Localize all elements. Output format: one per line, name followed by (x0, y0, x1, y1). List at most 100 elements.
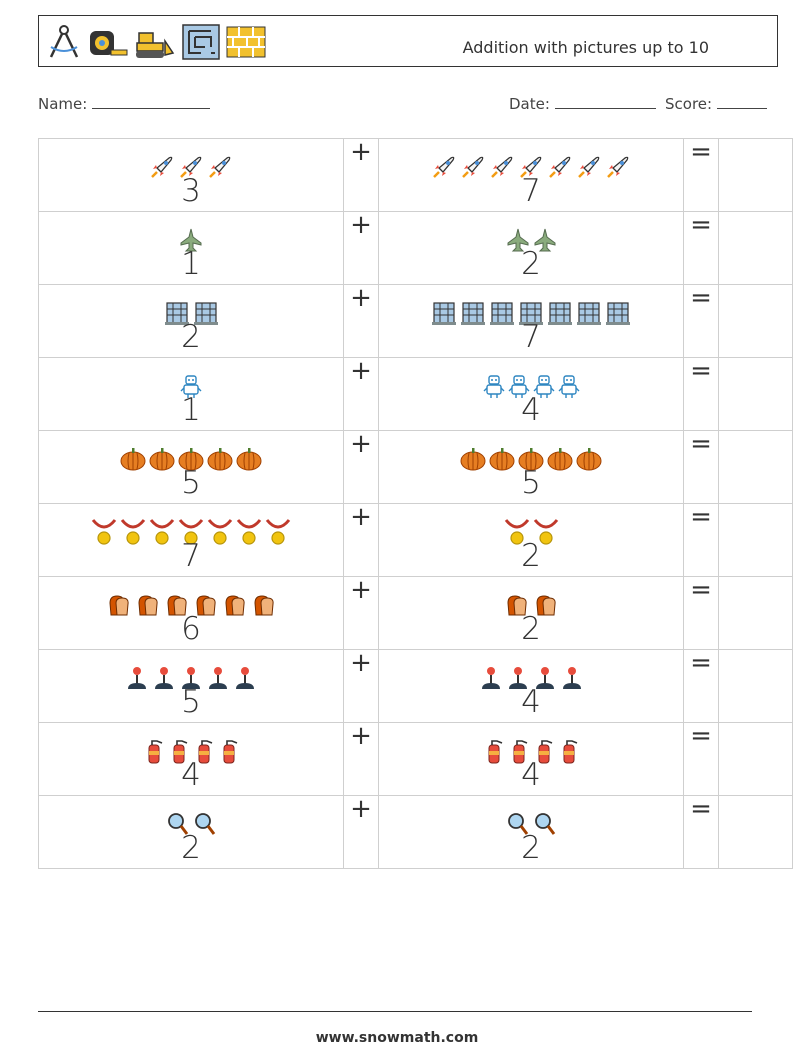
addend-number: 1 (181, 392, 201, 428)
date-field[interactable]: Date: (509, 94, 656, 113)
bulldozer-icon (133, 23, 177, 61)
equals-cell: = (683, 795, 719, 869)
fighter-jet-icon (179, 227, 203, 253)
equals-cell: = (683, 357, 719, 431)
plus-cell: + (343, 721, 379, 796)
answer-cell[interactable] (718, 211, 793, 285)
plus-cell: + (343, 283, 379, 358)
picture-group (39, 226, 343, 254)
magnifier-icon (506, 811, 530, 837)
building-icon (431, 300, 457, 326)
answer-cell[interactable] (718, 284, 793, 358)
medal-icon (236, 518, 262, 546)
answer-cell[interactable] (718, 649, 793, 723)
medal-icon (120, 518, 146, 546)
pumpkin-icon (518, 447, 544, 471)
addend-cell: 3 (38, 138, 344, 212)
building-icon (547, 300, 573, 326)
plus-cell: + (343, 502, 379, 577)
addend-number: 2 (521, 611, 541, 647)
rocket-icon (605, 154, 631, 180)
date-blank[interactable] (554, 94, 656, 109)
problem-row: 5 +5 = (38, 429, 793, 504)
answer-cell[interactable] (718, 430, 793, 504)
addend-number: 4 (181, 757, 201, 793)
answer-cell[interactable] (718, 357, 793, 431)
toast-icon (193, 593, 219, 617)
joystick-icon (179, 665, 203, 691)
joystick-icon (125, 665, 149, 691)
building-icon (605, 300, 631, 326)
rocket-icon (178, 154, 204, 180)
picture-group (379, 372, 683, 400)
fighter-jet-icon (506, 227, 530, 253)
picture-group (379, 518, 683, 546)
addend-number: 5 (521, 465, 541, 501)
equals-cell: = (683, 210, 719, 285)
answer-cell[interactable] (718, 576, 793, 650)
rocket-icon (431, 154, 457, 180)
answer-cell[interactable] (718, 795, 793, 869)
fire-extinguisher-icon (483, 737, 505, 765)
plus-sign: + (350, 794, 372, 824)
equals-cell: = (683, 137, 719, 212)
fire-extinguisher-icon (193, 737, 215, 765)
plus-sign: + (350, 429, 372, 459)
picture-group (379, 445, 683, 473)
addend-cell: 7 (378, 138, 684, 212)
date-label: Date: (509, 95, 550, 113)
answer-cell[interactable] (718, 722, 793, 796)
building-icon (193, 300, 219, 326)
answer-cell[interactable] (718, 503, 793, 577)
toast-icon (135, 593, 161, 617)
pumpkin-icon (207, 447, 233, 471)
name-blank[interactable] (92, 94, 211, 109)
addend-number: 2 (521, 538, 541, 574)
robot-icon (483, 373, 505, 399)
picture-group (39, 664, 343, 692)
medal-icon (533, 518, 559, 546)
header-icons (45, 22, 267, 62)
medal-icon (265, 518, 291, 546)
toast-icon (504, 593, 530, 617)
addend-number: 7 (521, 319, 541, 355)
pumpkin-icon (178, 447, 204, 471)
addend-number: 1 (181, 246, 201, 282)
addend-number: 4 (521, 684, 541, 720)
pumpkin-icon (236, 447, 262, 471)
plus-sign: + (350, 283, 372, 313)
footer-line (38, 1011, 752, 1012)
robot-icon (558, 373, 580, 399)
equals-sign: = (690, 721, 712, 751)
name-field[interactable]: Name: (38, 94, 211, 113)
problem-table: 3 +7 = 1 +2 = 2 +7 = 1 +4 = 5 +5 = 7 +2 = 6 +2 = 5 +4 = 4 +4 = 2 +2 = (38, 138, 793, 869)
addend-cell: 5 (38, 430, 344, 504)
equals-sign: = (690, 210, 712, 240)
problem-row: 2 +2 = (38, 794, 793, 869)
brick-wall-icon (225, 23, 267, 61)
addend-cell: 7 (38, 503, 344, 577)
medal-icon (504, 518, 530, 546)
info-row: Name: Date: Score: (38, 94, 771, 116)
joystick-icon (506, 665, 530, 691)
magnifier-icon (166, 811, 190, 837)
addend-cell: 2 (38, 795, 344, 869)
pumpkin-icon (547, 447, 573, 471)
toast-icon (222, 593, 248, 617)
score-blank[interactable] (716, 94, 767, 109)
equals-cell: = (683, 721, 719, 796)
footer-site: www.snowmath.com (315, 1030, 479, 1046)
equals-sign: = (690, 137, 712, 167)
plus-sign: + (350, 721, 372, 751)
answer-cell[interactable] (718, 138, 793, 212)
addend-cell: 5 (378, 430, 684, 504)
plus-sign: + (350, 502, 372, 532)
addend-number: 7 (181, 538, 201, 574)
addend-cell: 1 (38, 357, 344, 431)
rocket-icon (518, 154, 544, 180)
medal-icon (149, 518, 175, 546)
addend-cell: 4 (378, 649, 684, 723)
score-field[interactable]: Score: (665, 94, 767, 113)
rocket-icon (547, 154, 573, 180)
plus-cell: + (343, 138, 379, 212)
